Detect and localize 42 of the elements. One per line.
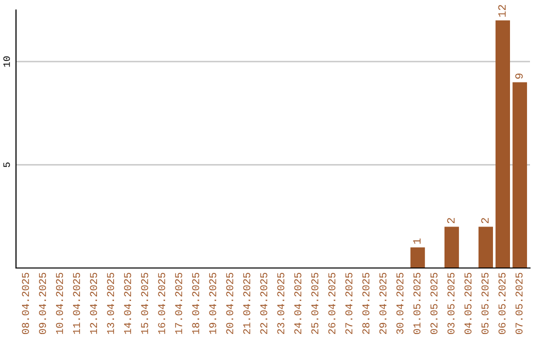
x-tick-label: 05.05.2025 <box>481 272 489 334</box>
bar <box>410 247 425 268</box>
x-tick-label: 30.04.2025 <box>396 272 404 334</box>
bar <box>444 226 459 268</box>
data-label: 2 <box>481 218 489 224</box>
y-tick-label: 10 <box>3 56 10 67</box>
y-tick-label: 5 <box>3 162 10 168</box>
x-tick-label: 26.04.2025 <box>328 272 336 334</box>
x-tick-label: 28.04.2025 <box>362 272 370 334</box>
x-tick-label: 15.04.2025 <box>141 272 148 334</box>
x-tick-label: 03.05.2025 <box>447 272 455 334</box>
data-label: 9 <box>515 74 523 79</box>
x-tick-label: 16.04.2025 <box>158 272 166 334</box>
x-tick-label: 23.04.2025 <box>277 272 284 334</box>
x-tick-label: 11.04.2025 <box>72 272 80 334</box>
bar <box>512 82 528 268</box>
x-tick-label: 20.04.2025 <box>226 272 234 334</box>
data-label: 2 <box>447 218 455 224</box>
x-tick-label: 21.04.2025 <box>243 272 250 334</box>
x-tick-label: 17.04.2025 <box>175 272 182 334</box>
data-label: 1 <box>413 238 421 244</box>
data-label: 12 <box>498 4 506 17</box>
x-tick-label: 14.04.2025 <box>124 272 132 334</box>
bar <box>496 20 510 268</box>
x-tick-label: 22.04.2025 <box>260 272 268 334</box>
x-tick-label: 19.04.2025 <box>209 272 216 334</box>
x-tick-label: 24.04.2025 <box>294 272 302 334</box>
x-tick-label: 09.04.2025 <box>38 272 46 334</box>
x-tick-label: 04.05.2025 <box>464 272 472 334</box>
x-tick-label: 29.04.2025 <box>379 272 386 334</box>
x-tick-label: 27.04.2025 <box>345 272 352 334</box>
x-tick-label: 10.04.2025 <box>56 272 64 334</box>
x-tick-label: 18.04.2025 <box>192 272 200 334</box>
x-tick-label: 12.04.2025 <box>90 272 98 334</box>
x-tick-label: 13.04.2025 <box>107 272 114 334</box>
bar <box>478 226 493 268</box>
x-tick-label: 08.04.2025 <box>22 272 30 334</box>
x-tick-label: 02.05.2025 <box>430 272 438 334</box>
x-tick-label: 07.05.2025 <box>516 272 523 334</box>
x-tick-label: 25.04.2025 <box>311 272 318 334</box>
x-tick-label: 06.05.2025 <box>498 272 506 334</box>
x-tick-label: 01.05.2025 <box>413 272 420 334</box>
